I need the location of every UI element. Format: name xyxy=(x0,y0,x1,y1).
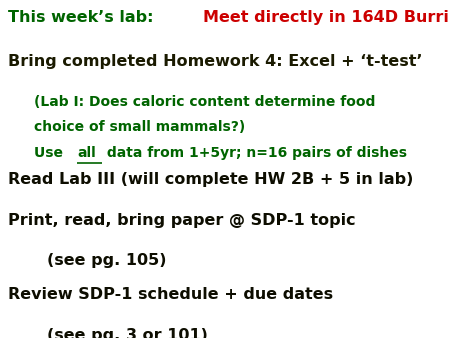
Text: Use: Use xyxy=(34,146,68,160)
Text: choice of small mammals?): choice of small mammals?) xyxy=(34,120,245,134)
Text: This week’s lab:: This week’s lab: xyxy=(8,10,159,25)
Text: (Lab I: Does caloric content determine food: (Lab I: Does caloric content determine f… xyxy=(34,95,375,108)
Text: data from 1+5yr; n=16 pairs of dishes: data from 1+5yr; n=16 pairs of dishes xyxy=(102,146,407,160)
Text: (see pg. 105): (see pg. 105) xyxy=(47,254,167,268)
Text: all: all xyxy=(77,146,96,160)
Text: Meet directly in 164D Burrill: Meet directly in 164D Burrill xyxy=(203,10,450,25)
Text: (see pg. 3 or 101): (see pg. 3 or 101) xyxy=(47,328,208,338)
Text: Print, read, bring paper @ SDP-1 topic: Print, read, bring paper @ SDP-1 topic xyxy=(8,213,356,228)
Text: Review SDP-1 schedule + due dates: Review SDP-1 schedule + due dates xyxy=(8,287,333,302)
Text: Bring completed Homework 4: Excel + ‘t-test’: Bring completed Homework 4: Excel + ‘t-t… xyxy=(8,54,423,69)
Text: Read Lab III (will complete HW 2B + 5 in lab): Read Lab III (will complete HW 2B + 5 in… xyxy=(8,172,414,187)
